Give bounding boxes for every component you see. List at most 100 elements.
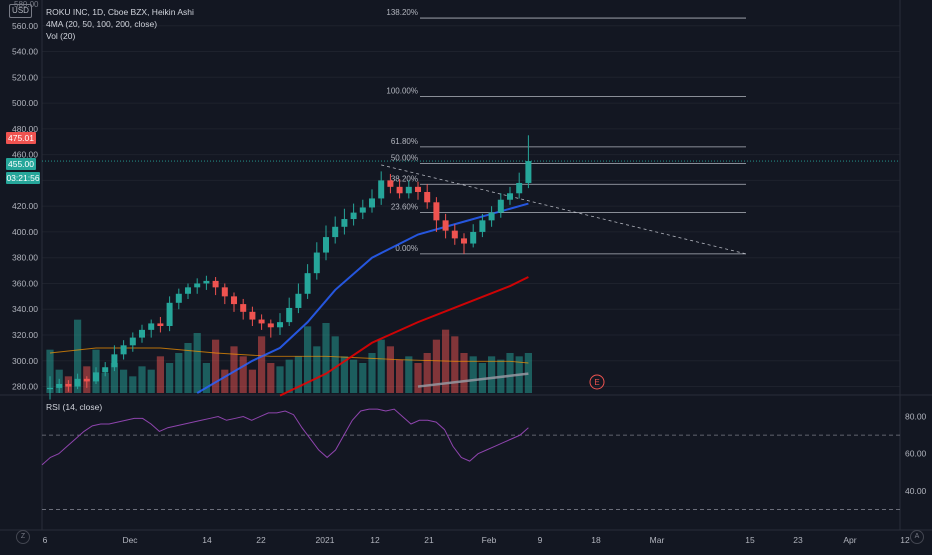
ma-indicator-label[interactable]: 4MA (20, 50, 100, 200, close) xyxy=(46,19,158,29)
candle xyxy=(267,319,274,338)
candle-body xyxy=(231,296,237,305)
candle-body xyxy=(479,220,486,232)
candle xyxy=(424,184,431,209)
volume-bar xyxy=(101,373,109,393)
candle-body xyxy=(470,231,477,244)
volume-bar xyxy=(469,356,477,393)
candle xyxy=(405,180,412,199)
volume-bar xyxy=(294,356,302,393)
candle xyxy=(185,283,191,299)
volume-bar xyxy=(451,336,459,393)
candle xyxy=(277,313,283,336)
candle-body xyxy=(433,202,440,221)
candle xyxy=(525,135,532,189)
candle-body xyxy=(369,198,375,208)
candle-body xyxy=(74,378,81,387)
candle-body xyxy=(525,161,532,183)
candle xyxy=(111,345,118,372)
candle-body xyxy=(56,383,63,388)
time-axis-tick: 14 xyxy=(202,535,212,545)
currency-badge[interactable]: USD xyxy=(9,4,32,18)
candle xyxy=(129,332,136,352)
price-axis-tick: 300.00 xyxy=(12,356,38,366)
candle-body xyxy=(148,323,155,330)
time-axis-tick: Dec xyxy=(122,535,138,545)
volume-bar xyxy=(488,356,496,393)
candle xyxy=(451,224,458,245)
candle xyxy=(203,275,210,290)
volume-bar xyxy=(212,339,220,393)
price-axis-tick: 460.00 xyxy=(12,150,38,160)
candle-body xyxy=(313,252,320,274)
price-axis-tick: 320.00 xyxy=(12,330,38,340)
volume-bar xyxy=(74,319,82,393)
volume-bar xyxy=(506,353,514,393)
candle-body xyxy=(378,180,385,199)
volume-bar xyxy=(285,359,293,393)
candle-body xyxy=(396,186,403,194)
candle xyxy=(304,264,311,299)
rsi-indicator-label[interactable]: RSI (14, close) xyxy=(46,402,103,412)
top-price-label: 580.00 xyxy=(14,0,39,9)
candle xyxy=(442,213,449,239)
candle xyxy=(157,316,164,333)
candle xyxy=(286,297,293,326)
candle-body xyxy=(516,182,523,194)
candle xyxy=(295,283,302,314)
candle xyxy=(47,376,53,400)
countdown-timer: 03:21:56 xyxy=(6,172,40,184)
volume-bar xyxy=(405,356,413,393)
fib-level-label: 138.20% xyxy=(386,8,418,17)
fib-level-label: 100.00% xyxy=(386,87,418,96)
volume-indicator-label[interactable]: Vol (20) xyxy=(46,31,76,41)
candle xyxy=(65,380,72,392)
time-axis-tick: 21 xyxy=(424,535,434,545)
volume-bar xyxy=(202,363,210,393)
time-axis-tick: 6 xyxy=(43,535,48,545)
candle xyxy=(507,186,513,205)
volume-bar xyxy=(129,376,137,393)
candle xyxy=(387,173,394,194)
volume-bar xyxy=(230,346,238,393)
earnings-marker-ring xyxy=(589,374,605,390)
volume-bar xyxy=(239,356,247,393)
candle xyxy=(516,172,523,199)
auto-scale-icon[interactable]: A xyxy=(910,530,924,544)
time-axis-tick: 12 xyxy=(900,535,910,545)
volume-bar xyxy=(46,349,54,393)
candle xyxy=(433,197,440,232)
volume-bar xyxy=(120,369,128,393)
rsi-axis-tick: 60.00 xyxy=(905,449,927,459)
candle-body xyxy=(258,319,265,324)
ma200-line xyxy=(417,372,529,388)
volume-bar xyxy=(147,369,155,393)
candle-body xyxy=(212,280,219,288)
volume-bar xyxy=(359,363,367,393)
volume-bar xyxy=(432,339,440,393)
candle-body xyxy=(488,212,495,221)
candle-body xyxy=(295,293,302,308)
volume-bar xyxy=(221,369,229,393)
volume-bar xyxy=(524,353,532,393)
volume-bar xyxy=(368,353,376,393)
candle-body xyxy=(267,323,274,328)
time-axis-tick: 18 xyxy=(591,535,601,545)
volume-bar xyxy=(175,353,183,393)
candle-body xyxy=(139,329,145,338)
candle xyxy=(396,179,403,199)
price-axis-tick: 380.00 xyxy=(12,253,38,263)
zoom-icon[interactable]: Z xyxy=(16,530,30,544)
time-axis-tick: 22 xyxy=(256,535,266,545)
candle xyxy=(83,376,90,388)
volume-bar xyxy=(460,353,468,393)
symbol-title: ROKU INC, 1D, Cboe BZX, Heikin Ashi xyxy=(46,7,194,17)
rsi-axis-tick: 40.00 xyxy=(905,486,927,496)
candle-body xyxy=(497,199,504,213)
candle-body xyxy=(249,311,256,320)
price-axis-tick: 520.00 xyxy=(12,72,38,82)
candle xyxy=(341,208,348,235)
candle xyxy=(378,171,385,205)
candle-body xyxy=(415,186,421,192)
